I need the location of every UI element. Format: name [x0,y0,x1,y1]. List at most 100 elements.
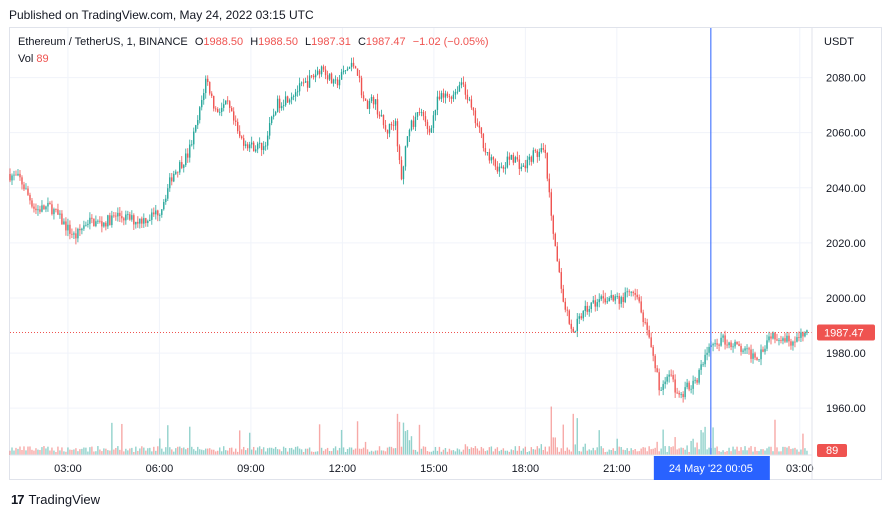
volume-bar [332,448,335,455]
volume-bar [598,430,600,455]
volume-bar [87,451,89,455]
volume-bar [804,448,806,455]
volume-bar [304,448,307,455]
volume-bar [205,448,207,455]
legend-symbol[interactable]: Ethereum / TetherUS, 1, BINANCE [18,36,188,48]
volume-bar [802,433,804,455]
candle-body [712,344,714,346]
volume-bar [748,447,750,455]
candle-body [29,194,31,201]
volume-bar [704,426,706,455]
candle-body [602,296,604,299]
volume-bar [622,449,624,455]
volume-bar [171,449,173,455]
volume-bar [638,451,640,455]
candle-body [227,100,229,102]
candle-body [486,152,489,153]
candle-body [630,291,632,293]
candle-body [774,332,776,340]
y-tick-label: 2060.00 [826,128,866,140]
candle-body [696,379,698,383]
volume-bar [95,451,97,455]
volume-bar [117,446,119,455]
candle-body [300,82,303,84]
candle-body [454,91,457,95]
candle-body [456,91,459,93]
volume-bar [502,448,505,455]
candle-body [648,329,650,338]
candle-body [544,149,546,153]
candle-body [438,96,441,99]
currency-label[interactable]: USDT [824,36,854,48]
volume-bar [790,448,792,455]
volume-bar [520,450,523,455]
volume-bar [25,450,27,455]
volume-bar [470,447,473,455]
volume-bar [73,449,75,455]
volume-bar [242,446,245,455]
volume-bar [280,451,283,455]
volume-bar [300,449,303,455]
volume-bar [390,446,393,455]
candle-body [448,96,451,98]
volume-bar [163,451,165,455]
x-tick-label: 21:00 [603,463,631,475]
volume-bar [99,449,101,455]
tradingview-brand[interactable]: 17 TradingView [11,492,100,507]
candle-body [346,68,349,71]
legend-high: 1988.50 [258,36,298,48]
volume-bar [780,451,782,455]
candle-body [420,111,423,113]
volume-bar [314,451,317,455]
volume-bar [101,451,103,455]
candle-body [171,177,173,182]
candle-body [676,392,678,394]
volume-bar [125,448,127,455]
candle-body [19,173,21,178]
volume-bar [195,450,197,455]
volume-bar [610,450,612,455]
candle-body [432,115,435,128]
candle-body [762,349,764,352]
candle-body [187,153,189,158]
volume-bar [746,450,748,455]
x-tick-label: 03:00 [786,463,814,475]
volume-bar [758,451,760,455]
candle-body [800,332,802,338]
candle-body [702,364,704,366]
volume-bar [175,448,177,455]
candle-body [804,332,806,337]
candle-body [296,91,299,93]
volume-bar [203,450,205,455]
volume-bar [282,446,285,455]
volume-bar [618,446,620,455]
candle-body [604,298,606,303]
candle-body [223,104,225,108]
volume-bar [199,449,201,455]
candle-body [636,294,638,298]
volume-bar [252,446,255,455]
candle-body [83,225,85,229]
volume-bar [33,450,35,455]
volume-bar [652,448,654,455]
candle-body [320,66,323,75]
candle-body [268,123,271,136]
candle-body [101,221,103,227]
candle-body [478,125,481,128]
candle-body [502,166,505,169]
volume-bar [488,447,491,455]
candle-body [608,297,610,302]
volume-bar [21,450,23,455]
volume-bar [15,447,17,455]
volume-bar [278,449,281,455]
candle-body [354,66,357,69]
candle-body [786,335,788,342]
volume-bar [698,449,700,455]
volume-bar [149,447,151,455]
volume-bar [340,429,343,455]
volume-bar [634,449,636,455]
volume-bar [614,450,616,455]
volume-bar [684,449,686,455]
candle-body [520,166,523,169]
